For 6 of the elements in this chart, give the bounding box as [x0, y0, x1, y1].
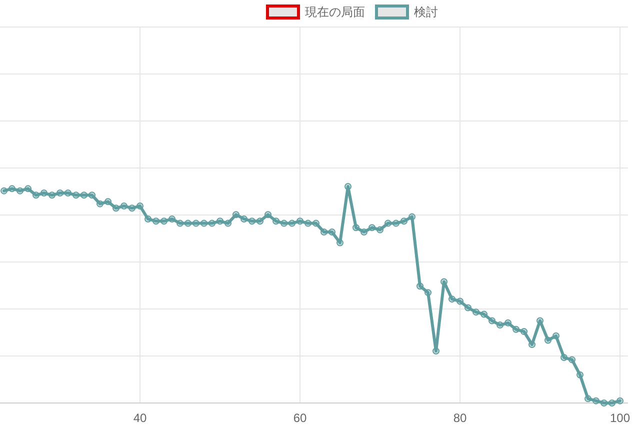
x-tick-label: 100 [610, 411, 630, 425]
x-tick-label: 40 [133, 411, 147, 425]
legend-label: 現在の局面 [305, 5, 365, 20]
x-tick-label: 60 [293, 411, 307, 425]
x-tick-label: 80 [453, 411, 467, 425]
legend-label: 検討 [414, 5, 438, 20]
